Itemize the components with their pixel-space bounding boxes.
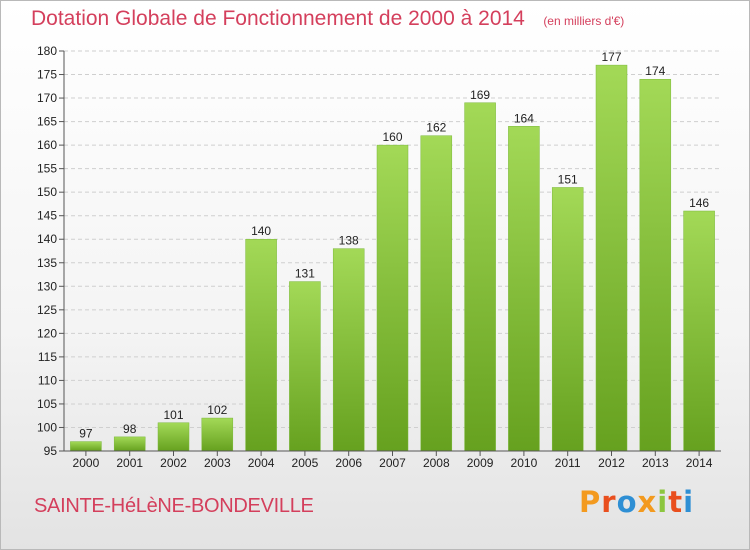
bar [289, 281, 321, 452]
x-tick-label: 2003 [204, 456, 231, 470]
x-tick-label: 2002 [160, 456, 187, 470]
bar-value-label: 140 [251, 224, 271, 238]
y-tick-label: 175 [37, 68, 57, 82]
bar-group: 164 [508, 111, 540, 452]
x-tick-label: 2004 [248, 456, 275, 470]
y-tick-label: 180 [37, 44, 57, 58]
bar-group: 138 [332, 234, 365, 452]
y-tick-label: 115 [38, 350, 57, 364]
x-tick-label: 2008 [423, 456, 450, 470]
x-tick-label: 2006 [335, 456, 362, 470]
bar [245, 238, 277, 452]
bar [201, 417, 234, 452]
bar-group: 140 [245, 224, 277, 452]
bar-group: 151 [551, 172, 584, 452]
bar [639, 78, 672, 452]
bar-value-label: 151 [558, 172, 578, 186]
bar-group: 177 [595, 50, 628, 452]
bar [332, 248, 365, 452]
bar [683, 210, 715, 452]
bar-group: 146 [683, 196, 715, 452]
bar-group: 131 [289, 267, 321, 452]
bar-group: 160 [376, 130, 409, 452]
x-tick-label: 2001 [116, 456, 143, 470]
bar-group: 162 [420, 121, 453, 452]
bar-value-label: 97 [79, 427, 93, 441]
y-tick-label: 120 [37, 326, 57, 340]
y-tick-label: 95 [44, 444, 58, 458]
chart-unit-label: (en milliers d'€) [543, 14, 625, 28]
y-tick-label: 130 [37, 279, 57, 293]
x-tick-label: 2000 [73, 456, 100, 470]
bar-value-label: 169 [470, 88, 490, 102]
y-tick-label: 150 [37, 185, 57, 199]
bar [551, 187, 584, 452]
bar-value-label: 138 [339, 234, 359, 248]
logo-letter: x [637, 485, 658, 519]
bar-group: 97 [70, 427, 102, 452]
title-row: Dotation Globale de Fonctionnement de 20… [31, 7, 624, 31]
y-axis: 95 100 105 110 115 120 125 130 135 140 145 150 155 16… [37, 44, 65, 458]
bar-group: 98 [113, 422, 146, 452]
y-tick-label: 155 [37, 162, 57, 176]
x-tick-label: 2013 [642, 456, 669, 470]
commune-name: SAINTE-HéLèNE-BONDEVILLE [34, 495, 314, 517]
x-tick-label: 2012 [598, 456, 625, 470]
y-tick-label: 100 [37, 420, 57, 434]
y-tick-label: 140 [37, 232, 57, 246]
x-tick-label: 2005 [292, 456, 319, 470]
bar-value-label: 98 [123, 422, 137, 436]
y-tick-label: 105 [37, 397, 57, 411]
x-tick-label: 2007 [379, 456, 406, 470]
y-tick-label: 165 [37, 115, 57, 129]
logo-letter: i [683, 485, 695, 519]
bar-value-label: 131 [295, 267, 315, 281]
bar [595, 64, 628, 452]
bar-value-label: 160 [382, 130, 402, 144]
bar [157, 422, 190, 452]
logo-letter: r [601, 485, 617, 519]
x-tick-label: 2014 [686, 456, 713, 470]
x-tick-label: 2011 [555, 456, 581, 470]
x-axis: 2000 2001 2002 2003 2004 2005 2006 2007 2008 2009… [64, 450, 721, 470]
y-tick-label: 145 [37, 209, 57, 223]
bar [420, 135, 453, 452]
bar-group: 102 [201, 403, 234, 452]
y-tick-label: 135 [37, 256, 57, 270]
y-tick-label: 170 [37, 91, 57, 105]
bar-value-label: 162 [426, 121, 446, 135]
x-tick-label: 2010 [511, 456, 538, 470]
bar [113, 436, 146, 452]
logo-letter: t [668, 485, 684, 519]
logo-letter: i [657, 485, 669, 519]
proxiti-logo: Proxiti [579, 485, 694, 519]
bar-value-label: 164 [514, 111, 534, 125]
y-tick-label: 125 [37, 303, 57, 317]
chart-title: Dotation Globale de Fonctionnement de 20… [31, 7, 525, 30]
y-tick-label: 110 [38, 373, 57, 387]
x-tick-label: 2009 [467, 456, 494, 470]
bar-group: 169 [464, 88, 496, 452]
bar-group: 174 [639, 64, 672, 452]
bar-value-label: 146 [689, 196, 709, 210]
bar-value-label: 177 [601, 50, 621, 64]
bars: 97 98 101 102 140 131 138 160 162 169 164 151 177 174… [70, 50, 715, 452]
bar-group: 101 [157, 408, 190, 452]
logo-letter: o [616, 485, 638, 519]
logo-letter: P [579, 485, 602, 519]
y-tick-label: 160 [37, 138, 57, 152]
bar-value-label: 174 [645, 64, 665, 78]
bar [508, 126, 540, 452]
bar [70, 441, 102, 452]
bar [376, 144, 409, 452]
bar [464, 102, 496, 452]
bar-value-label: 101 [163, 408, 183, 422]
bar-value-label: 102 [207, 403, 227, 417]
